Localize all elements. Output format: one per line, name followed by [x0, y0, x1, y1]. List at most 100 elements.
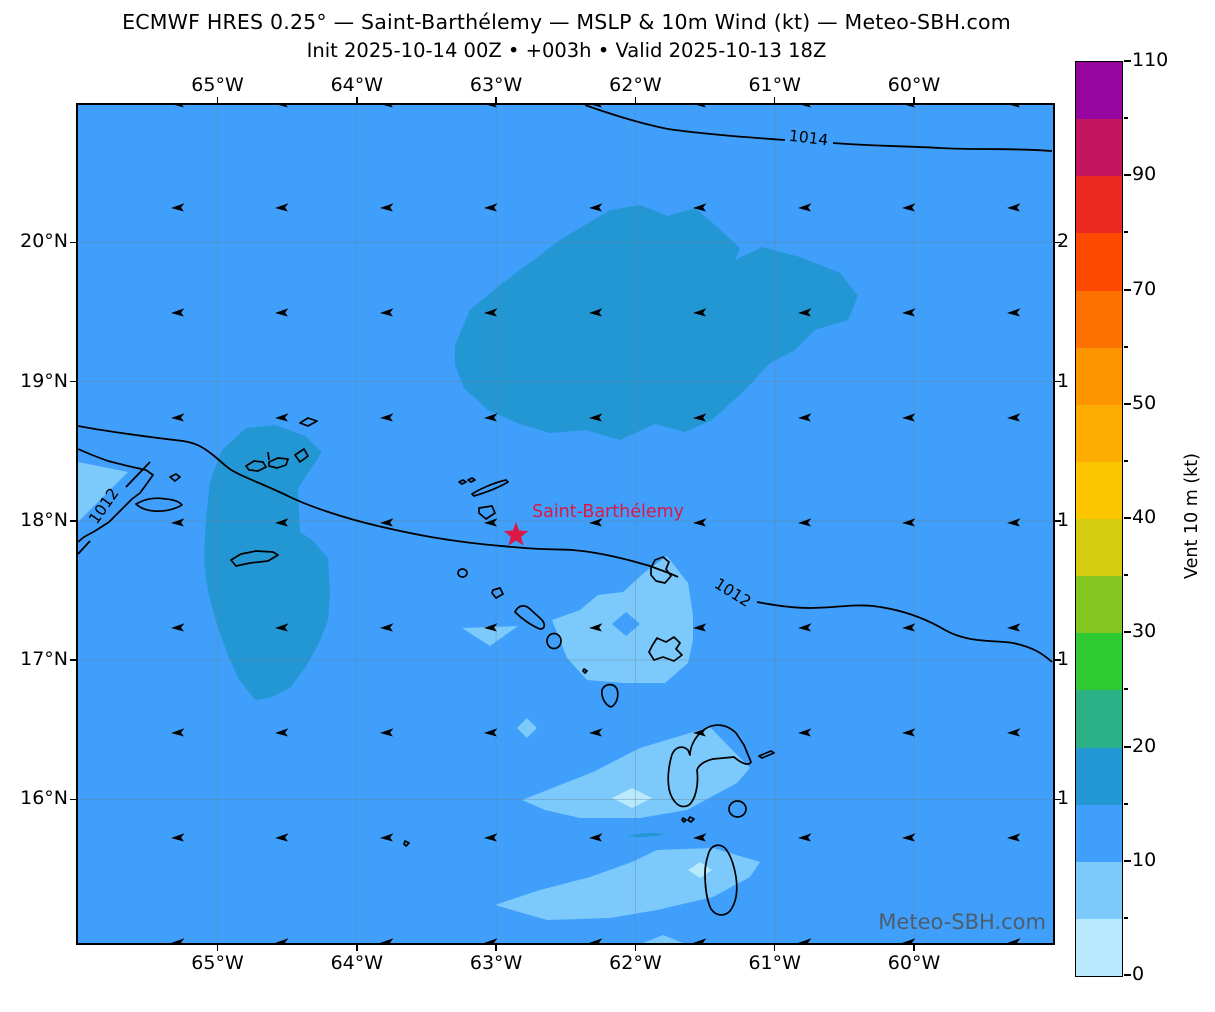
wind-arrow	[902, 833, 916, 842]
lon-tick-label-top: 61°W	[748, 74, 801, 96]
wind-arrow	[1007, 623, 1021, 632]
colorbar-segment	[1076, 804, 1122, 862]
wind-arrow	[383, 105, 393, 108]
wind-arrow	[798, 728, 812, 737]
wind-arrow	[902, 308, 916, 317]
map-canvas: 1014 1012 1012 Saint-Barthélemy Meteo-SB…	[76, 103, 1055, 945]
wind-arrow	[275, 413, 289, 422]
lat-tick-label-right-clipped: 16°N	[1057, 787, 1070, 810]
axis-tick	[1124, 174, 1131, 177]
lon-tick-label-top: 60°W	[887, 74, 941, 96]
wind-arrow	[1007, 518, 1021, 527]
lon-tick-label-bottom: 65°W	[191, 952, 244, 974]
wind-arrow	[693, 203, 707, 212]
colorbar-segment	[1076, 62, 1122, 120]
colorbar-segment	[1076, 576, 1122, 634]
colorbar-segment	[1076, 861, 1122, 919]
axis-tick	[634, 945, 637, 951]
wind-arrow	[696, 105, 706, 108]
wind-arrow	[902, 938, 916, 943]
title-block: ECMWF HRES 0.25° — Saint-Barthélemy — MS…	[0, 10, 1133, 62]
colorbar-segment	[1076, 747, 1122, 805]
colorbar-segment	[1076, 290, 1122, 348]
axis-tick	[1124, 517, 1131, 519]
wind-arrow	[902, 728, 916, 737]
wind-arrow	[171, 938, 185, 943]
colorbar-segment	[1076, 119, 1122, 177]
wind-arrow	[693, 518, 707, 527]
wind-arrow	[592, 105, 602, 108]
axis-tick	[216, 97, 219, 103]
wind-arrow	[589, 308, 603, 317]
wind-arrow	[484, 308, 498, 317]
axis-tick	[1124, 117, 1128, 120]
wind-arrow	[487, 105, 497, 108]
colorbar-segment	[1076, 690, 1122, 748]
wind-speed-shading-5-10kt	[78, 462, 760, 943]
wind-speed-shading-15-20kt	[204, 205, 858, 838]
axis-tick	[1055, 659, 1061, 661]
lat-tick-label-right-clipped: 20°N	[1057, 230, 1070, 253]
wind-arrow	[798, 308, 812, 317]
axis-tick	[1124, 288, 1131, 291]
wind-arrow	[171, 728, 185, 737]
colorbar-tick-label: 70	[1132, 277, 1157, 300]
wind-arrow	[1007, 938, 1021, 943]
axis-tick	[1124, 345, 1128, 348]
wind-arrow	[589, 413, 603, 422]
lon-tick-label-top: 62°W	[609, 74, 662, 96]
wind-arrow	[171, 623, 185, 632]
colorbar-tick-label: 30	[1132, 620, 1157, 643]
wind-arrow	[798, 623, 812, 632]
axis-tick	[495, 945, 497, 951]
wind-arrow	[380, 413, 394, 422]
wind-speed-shading-hole-10-15kt	[612, 612, 640, 636]
colorbar-tick-label: 110	[1132, 49, 1169, 71]
colorbar-tick-label: 20	[1132, 734, 1157, 757]
wind-arrow	[484, 938, 498, 943]
wind-arrow	[589, 938, 603, 943]
axis-tick	[70, 798, 76, 801]
lon-tick-label-bottom: 60°W	[887, 952, 941, 974]
wind-arrow	[693, 623, 707, 632]
wind-arrow	[1007, 308, 1021, 317]
wind-arrow	[275, 518, 289, 527]
wind-speed-shading-0-5kt	[612, 788, 712, 878]
wind-arrow	[589, 728, 603, 737]
colorbar-segment	[1076, 633, 1122, 691]
wind-arrow	[798, 833, 812, 842]
axis-tick	[1124, 974, 1131, 976]
isobar-label-1014: 1014	[788, 127, 829, 150]
wind-arrow	[693, 413, 707, 422]
axis-tick	[1055, 380, 1061, 383]
colorbar-segment	[1076, 404, 1122, 462]
lat-tick-label-right-clipped: 17°N	[1057, 648, 1070, 671]
wind-arrow	[902, 203, 916, 212]
axis-tick	[1124, 631, 1131, 634]
colorbar-segment	[1076, 233, 1122, 291]
lon-tick-label-bottom: 61°W	[748, 952, 801, 974]
lat-tick-label-left: 19°N	[20, 369, 68, 392]
wind-arrow	[275, 308, 289, 317]
wind-arrow	[589, 833, 603, 842]
wind-arrow	[589, 203, 603, 212]
wind-arrow	[693, 308, 707, 317]
colorbar-tick-label: 0	[1132, 963, 1145, 985]
wind-arrow	[380, 203, 394, 212]
axis-tick	[1124, 459, 1128, 462]
graticule-gridlines	[78, 105, 1053, 943]
wind-arrow	[1007, 833, 1021, 842]
colorbar-axis-title: Vent 10 m (kt)	[1182, 453, 1202, 579]
lon-tick-label-bottom: 63°W	[469, 952, 523, 974]
colorbar-tick-label: 50	[1132, 391, 1157, 414]
axis-tick	[1055, 241, 1061, 244]
axis-tick	[1124, 859, 1131, 862]
wind-arrow	[171, 833, 185, 842]
wind-arrow	[798, 938, 812, 943]
wind-arrow	[798, 518, 812, 527]
colorbar-segment	[1076, 461, 1122, 519]
wind-arrow	[484, 728, 498, 737]
colorbar	[1075, 61, 1123, 977]
station-label: Saint-Barthélemy	[532, 502, 684, 522]
